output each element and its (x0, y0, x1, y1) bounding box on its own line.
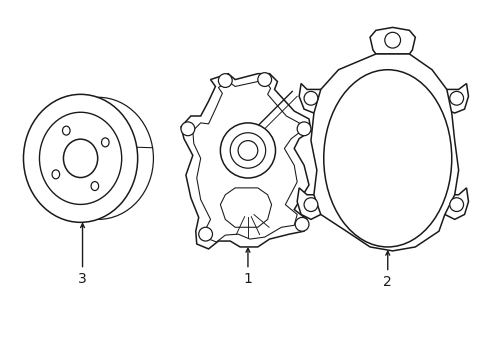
Text: 1: 1 (243, 248, 252, 286)
Ellipse shape (181, 122, 194, 136)
Ellipse shape (40, 112, 122, 204)
Ellipse shape (218, 74, 232, 87)
Ellipse shape (52, 170, 60, 179)
Ellipse shape (62, 126, 70, 135)
Ellipse shape (384, 32, 400, 48)
Ellipse shape (91, 181, 99, 190)
Ellipse shape (449, 198, 463, 212)
Ellipse shape (43, 97, 153, 219)
Ellipse shape (304, 91, 317, 105)
Ellipse shape (304, 198, 317, 212)
Ellipse shape (238, 141, 257, 160)
Ellipse shape (23, 94, 138, 222)
Polygon shape (310, 54, 458, 251)
Ellipse shape (220, 123, 275, 178)
Ellipse shape (295, 217, 308, 231)
Polygon shape (299, 84, 328, 113)
Ellipse shape (63, 139, 98, 177)
Ellipse shape (198, 227, 212, 241)
Polygon shape (440, 188, 468, 219)
Ellipse shape (323, 70, 451, 247)
Ellipse shape (449, 91, 463, 105)
Polygon shape (440, 84, 468, 113)
Ellipse shape (297, 122, 310, 136)
Text: 3: 3 (78, 224, 87, 286)
Ellipse shape (230, 133, 265, 168)
Text: 2: 2 (383, 251, 391, 289)
Ellipse shape (102, 138, 109, 147)
Polygon shape (181, 74, 310, 249)
Ellipse shape (257, 73, 271, 86)
Polygon shape (220, 188, 271, 227)
Polygon shape (297, 188, 324, 219)
Polygon shape (369, 27, 414, 54)
